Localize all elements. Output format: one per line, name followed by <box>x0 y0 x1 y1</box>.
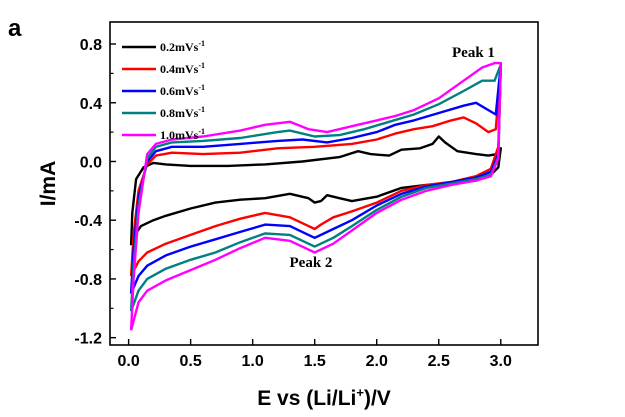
panel-letter: a <box>8 15 22 42</box>
x-axis-label-sup: + <box>356 385 364 400</box>
y-axis-label: I/mA <box>37 161 60 207</box>
legend-label-1: 0.2mVs-1 <box>160 39 205 54</box>
x-axis-label-prefix: E vs (Li/Li <box>257 387 356 410</box>
y-tick-label-3: 0.0 <box>80 154 102 171</box>
x-tick-label-5: 2.0 <box>366 353 388 370</box>
legend-label-3: 0.6mVs-1 <box>160 83 205 98</box>
series-line-1 <box>129 135 502 246</box>
annotations: Peak 1 Peak 2 <box>290 45 495 271</box>
x-axis-label-suffix: )/V <box>364 387 391 410</box>
y-tick-label-5: -0.8 <box>74 272 102 289</box>
series-layer <box>129 61 502 331</box>
x-tick-label-3: 1.0 <box>242 353 264 370</box>
annotation-1: Peak 1 <box>452 45 495 61</box>
y-tick-label-2: 0.4 <box>80 96 102 113</box>
legend-label-4: 0.8mVs-1 <box>160 105 205 120</box>
legend-label-2: 0.4mVs-1 <box>160 61 205 76</box>
series-line-5 <box>129 61 502 331</box>
annotation-2: Peak 2 <box>290 255 333 271</box>
x-tick-label-1: 0.0 <box>117 353 139 370</box>
ticks-layer: 0.0 0.5 1.0 1.5 2.0 2.5 3.0 0.8 0.4 0.0 -0.4 -0.8 -1… <box>74 37 512 370</box>
legend: 0.2mVs-1 0.4mVs-1 0.6mVs-1 0.8mVs-1 1.0mVs-1 <box>122 39 205 142</box>
series-line-4 <box>129 63 502 312</box>
y-tick-label-1: 0.8 <box>80 37 102 54</box>
x-tick-label-6: 2.5 <box>428 353 450 370</box>
legend-label-5: 1.0mVs-1 <box>160 127 205 142</box>
y-tick-label-6: -1.2 <box>74 331 102 348</box>
x-axis-label: E vs (Li/Li+)/V <box>257 385 391 410</box>
y-tick-label-4: -0.4 <box>74 213 102 230</box>
x-tick-label-4: 1.5 <box>304 353 326 370</box>
plot-frame <box>109 21 539 346</box>
x-tick-label-7: 3.0 <box>490 353 512 370</box>
x-tick-label-2: 0.5 <box>180 353 202 370</box>
